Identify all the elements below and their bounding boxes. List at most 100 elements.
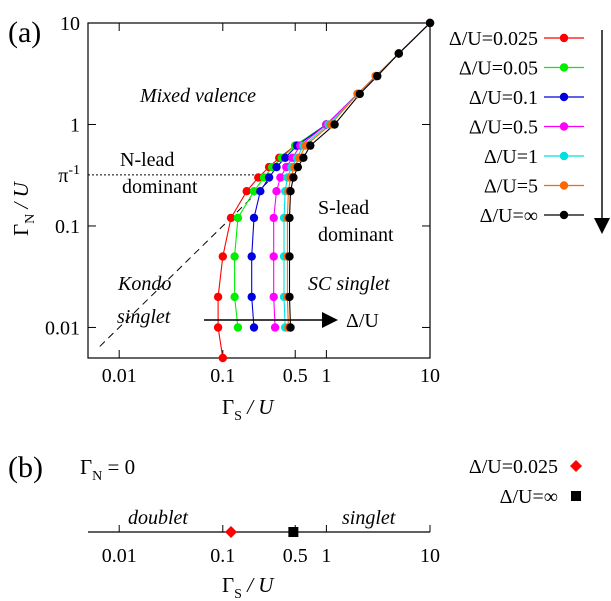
y-tick-label-a: 0.01 — [45, 317, 80, 339]
data-point — [394, 49, 403, 58]
data-point — [226, 213, 236, 223]
region-kondo-1: Kondo — [117, 273, 171, 295]
plot-a-guides — [88, 174, 273, 347]
data-point — [218, 252, 227, 261]
plot-a-frame — [87, 22, 431, 359]
region-doublet: doublet — [128, 507, 188, 529]
legend-a-marker — [559, 92, 569, 102]
y-tick-label-a: 10 — [60, 13, 80, 35]
legend-a-label: Δ/U=0.05 — [459, 58, 538, 80]
data-point — [242, 187, 251, 196]
legend-a-marker — [559, 122, 569, 131]
series-line — [286, 22, 431, 328]
plot-b-markers — [224, 526, 299, 538]
y-tick-label-a: 0.1 — [55, 216, 80, 238]
data-point — [230, 292, 239, 302]
data-point — [264, 173, 274, 182]
condition-label-b: ΓN = 0 — [80, 455, 135, 484]
legend-a-label: Δ/U=0.5 — [469, 117, 538, 139]
legend-a-label: Δ/U=1 — [484, 146, 538, 168]
data-point — [306, 141, 315, 150]
data-point — [281, 153, 290, 162]
region-n-lead-1: N-lead — [120, 149, 174, 171]
legend-b-marker-diamond — [570, 460, 582, 472]
data-point — [269, 292, 278, 302]
region-s-lead-2: dominant — [318, 224, 394, 246]
x-tick-label-a: 0.01 — [102, 365, 137, 387]
legend-a-label: Δ/U=0.1 — [469, 87, 538, 109]
region-n-lead-2: dominant — [122, 176, 198, 198]
x-tick-label-a: 10 — [420, 365, 440, 387]
legend-a-marker — [559, 210, 569, 220]
x-tick-label-b: 1 — [321, 545, 331, 567]
x-axis-label-a: ΓS / U — [222, 395, 275, 424]
legend-b-marker-square — [571, 491, 581, 501]
data-point — [272, 162, 281, 172]
data-point — [285, 252, 294, 261]
data-point — [233, 213, 243, 223]
plot-a-series — [213, 18, 435, 363]
data-point — [373, 71, 382, 81]
legend-a-marker — [559, 33, 569, 43]
data-point — [249, 187, 259, 196]
x-tick-label-b: 0.5 — [283, 545, 308, 567]
legend-b: Δ/U=0.025 Δ/U=∞ — [469, 456, 582, 508]
region-kondo-2: singlet — [117, 306, 171, 328]
y-axis-label-a: ΓN / U — [9, 180, 38, 236]
diagonal-dashed-line — [99, 177, 273, 347]
delta-arrow-head — [322, 312, 338, 328]
data-point — [355, 89, 364, 99]
data-point — [299, 153, 308, 162]
data-point — [285, 292, 294, 302]
legend-a-arrow-head — [594, 218, 610, 234]
data-point — [286, 187, 295, 196]
data-point — [272, 187, 281, 196]
data-point — [247, 292, 256, 302]
data-point — [270, 323, 280, 332]
x-axis-label-b: ΓS / U — [222, 573, 275, 601]
region-singlet: singlet — [342, 507, 396, 529]
x-tick-label-a: 1 — [321, 365, 331, 387]
data-point — [286, 323, 295, 332]
delta-arrow-label: Δ/U — [346, 310, 379, 332]
x-tick-label-a: 0.1 — [210, 365, 235, 387]
data-point — [293, 162, 302, 172]
plot-a-ticks: 0.01 0.1 0.5 1 10 0.01 0.1 1 10 π-1 — [45, 13, 440, 387]
marker-diamond — [224, 526, 237, 538]
legend-a-label: Δ/U=∞ — [480, 205, 538, 227]
x-tick-label-b: 0.1 — [210, 545, 235, 567]
legend-a-marker — [559, 63, 569, 72]
data-point — [425, 18, 435, 28]
data-point — [256, 187, 265, 196]
y-tick-label-a: 1 — [70, 114, 80, 136]
data-point — [269, 213, 278, 223]
region-mixed-valence: Mixed valence — [139, 85, 256, 107]
panel-label-a: (a) — [8, 16, 41, 49]
data-point — [249, 213, 259, 223]
data-point — [218, 353, 227, 363]
region-sc-singlet: SC singlet — [308, 273, 390, 295]
data-point — [269, 252, 278, 261]
data-point — [289, 173, 298, 182]
x-tick-label-b: 10 — [420, 545, 440, 567]
data-point — [276, 173, 285, 182]
legend-a-label: Δ/U=0.025 — [449, 28, 538, 50]
legend-a-marker — [559, 151, 569, 161]
data-point — [249, 323, 259, 332]
plot-b-ticks: 0.01 0.1 0.5 1 10 — [102, 525, 440, 567]
marker-square — [288, 527, 299, 537]
data-point — [330, 120, 339, 129]
legend-b-label: Δ/U=∞ — [500, 486, 558, 508]
legend-a-marker — [559, 181, 569, 190]
y-tick-label-pi: π-1 — [58, 163, 80, 187]
data-point — [230, 252, 239, 261]
legend-a: Δ/U=0.025 Δ/U=0.05 Δ/U=0.1 Δ/U=0.5 Δ/U=1 Δ/U=… — [449, 28, 584, 227]
data-point — [285, 213, 294, 223]
data-point — [213, 323, 223, 332]
data-point — [213, 292, 223, 302]
panel-label-b: (b) — [8, 451, 43, 484]
x-tick-label-b: 0.01 — [102, 545, 137, 567]
data-point — [233, 323, 243, 332]
x-tick-label-a: 0.5 — [283, 365, 308, 387]
